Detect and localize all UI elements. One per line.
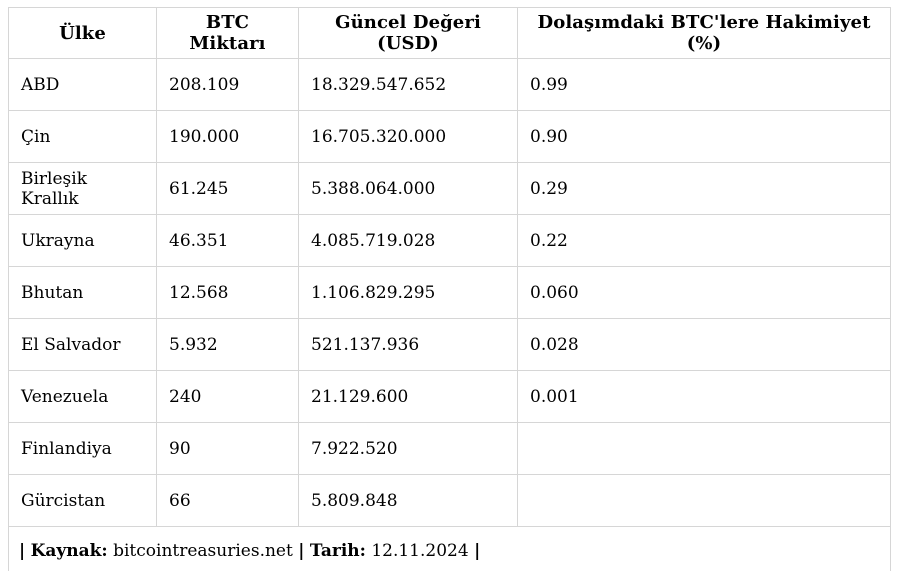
cell-btc-amount: 61.245 — [156, 162, 299, 215]
cell-dominance: 0.29 — [517, 162, 891, 215]
col-header-usd-value: Güncel Değeri (USD) — [298, 7, 518, 59]
footer-row: | Kaynak: bitcointreasuries.net | Tarih:… — [8, 526, 891, 571]
source-footer: | Kaynak: bitcointreasuries.net | Tarih:… — [8, 526, 891, 571]
cell-btc-amount: 12.568 — [156, 266, 299, 319]
btc-holdings-table: Ülke BTC Miktarı Güncel Değeri (USD) Dol… — [8, 7, 891, 571]
cell-country: Çin — [8, 110, 157, 163]
cell-btc-amount: 240 — [156, 370, 299, 423]
cell-country: Ukrayna — [8, 214, 157, 267]
table-row: Ukrayna 46.351 4.085.719.028 0.22 — [8, 214, 891, 267]
cell-usd-value: 5.388.064.000 — [298, 162, 518, 215]
table-row: Gürcistan 66 5.809.848 — [8, 474, 891, 527]
cell-btc-amount: 190.000 — [156, 110, 299, 163]
cell-btc-amount: 90 — [156, 422, 299, 475]
cell-usd-value: 5.809.848 — [298, 474, 518, 527]
cell-btc-amount: 5.932 — [156, 318, 299, 371]
footer-pipe: | — [474, 540, 481, 561]
cell-country: Bhutan — [8, 266, 157, 319]
table-row: El Salvador 5.932 521.137.936 0.028 — [8, 318, 891, 371]
footer-date-value: 12.11.2024 — [371, 540, 469, 561]
cell-country: Venezuela — [8, 370, 157, 423]
cell-dominance — [517, 422, 891, 475]
col-header-country: Ülke — [8, 7, 157, 59]
table-row: Finlandiya 90 7.922.520 — [8, 422, 891, 475]
footer-pipe: | — [19, 540, 26, 561]
footer-pipe: | — [298, 540, 305, 561]
cell-country: Birleşik Krallık — [8, 162, 157, 215]
cell-usd-value: 521.137.936 — [298, 318, 518, 371]
cell-dominance — [517, 474, 891, 527]
cell-country: Finlandiya — [8, 422, 157, 475]
cell-country: ABD — [8, 58, 157, 111]
table-row: Bhutan 12.568 1.106.829.295 0.060 — [8, 266, 891, 319]
footer-date-label: Tarih: — [309, 540, 366, 561]
footer-source-value: bitcointreasuries.net — [113, 540, 293, 561]
cell-btc-amount: 46.351 — [156, 214, 299, 267]
table-row: Venezuela 240 21.129.600 0.001 — [8, 370, 891, 423]
cell-dominance: 0.22 — [517, 214, 891, 267]
cell-usd-value: 4.085.719.028 — [298, 214, 518, 267]
cell-dominance: 0.060 — [517, 266, 891, 319]
footer-source-label: Kaynak: — [30, 540, 108, 561]
header-row: Ülke BTC Miktarı Güncel Değeri (USD) Dol… — [8, 7, 891, 59]
cell-dominance: 0.90 — [517, 110, 891, 163]
cell-usd-value: 21.129.600 — [298, 370, 518, 423]
cell-country: Gürcistan — [8, 474, 157, 527]
cell-country: El Salvador — [8, 318, 157, 371]
col-header-btc-amount: BTC Miktarı — [156, 7, 299, 59]
table-row: ABD 208.109 18.329.547.652 0.99 — [8, 58, 891, 111]
table-row: Birleşik Krallık 61.245 5.388.064.000 0.… — [8, 162, 891, 215]
cell-usd-value: 18.329.547.652 — [298, 58, 518, 111]
cell-btc-amount: 66 — [156, 474, 299, 527]
cell-usd-value: 1.106.829.295 — [298, 266, 518, 319]
cell-dominance: 0.001 — [517, 370, 891, 423]
cell-dominance: 0.028 — [517, 318, 891, 371]
col-header-dominance: Dolaşımdaki BTC'lere Hakimiyet (%) — [517, 7, 891, 59]
cell-usd-value: 16.705.320.000 — [298, 110, 518, 163]
cell-usd-value: 7.922.520 — [298, 422, 518, 475]
cell-btc-amount: 208.109 — [156, 58, 299, 111]
cell-dominance: 0.99 — [517, 58, 891, 111]
table-row: Çin 190.000 16.705.320.000 0.90 — [8, 110, 891, 163]
